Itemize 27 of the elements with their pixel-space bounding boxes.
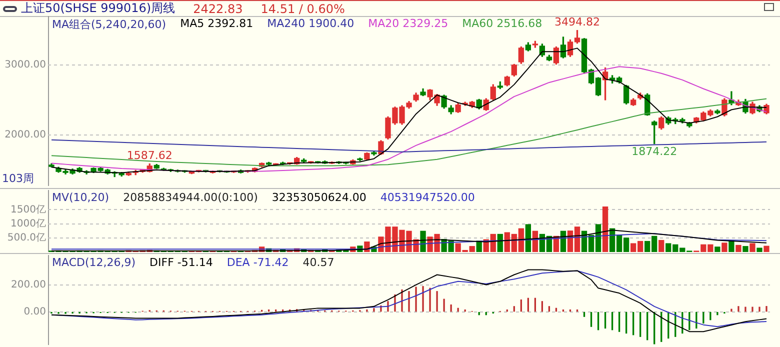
text: 20858834944.00(0:100) (123, 191, 258, 204)
y-tick-label: 200.00 (11, 279, 46, 290)
text: 2422.83 (193, 2, 243, 16)
y-tick-label: 3000.00 (4, 60, 46, 71)
legend-title: MV(10,20) (52, 191, 110, 204)
text: 14.51 / 0.60% (260, 2, 345, 16)
text: MA20 2329.25 (368, 17, 448, 32)
y-tick-label: 0.00 (24, 306, 46, 318)
annotation: 1874.22 (632, 145, 678, 158)
annotation: 3494.82 (554, 16, 600, 29)
legend-title: MACD(12,26,9) (52, 256, 136, 269)
y-tick-label: 500.0亿 (7, 232, 46, 244)
text: 32353050624.00 (272, 191, 366, 204)
text: DEA -71.42 (226, 256, 289, 269)
text: DIFF -51.14 (150, 256, 213, 269)
text: MA60 2516.68 (462, 17, 542, 32)
chart-title: 上证50(SHSE 999016)周线 (21, 0, 176, 17)
y-tick-label: 1000亿 (10, 218, 46, 230)
x-axis-title: 103周 (2, 171, 34, 186)
y-tick-label: 1500亿 (10, 204, 46, 216)
text: MA5 2392.81 (180, 17, 254, 32)
text: MA240 1900.40 (267, 17, 354, 32)
y-tick-label: 2000.00 (4, 130, 46, 141)
text: 40531947520.00 (380, 191, 475, 204)
annotation: 1587.62 (126, 149, 172, 162)
text: 40.57 (302, 256, 334, 269)
legend-title: MA组合(5,240,20,60) (52, 17, 166, 32)
